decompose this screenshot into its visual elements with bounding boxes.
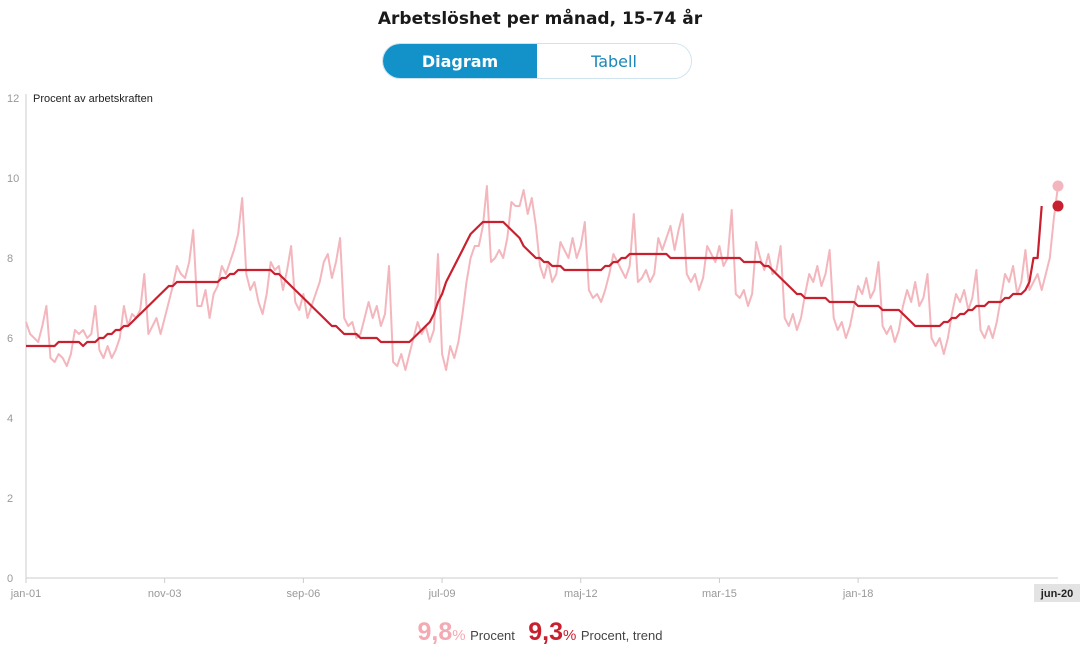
x-tick-label: jul-09 (428, 588, 456, 600)
y-tick-label: 6 (7, 333, 13, 345)
series-line-procent (25, 185, 1059, 371)
y-tick-label: 2 (7, 493, 13, 505)
tab-tabell[interactable]: Tabell (537, 44, 691, 78)
x-tick-label: sep-06 (287, 588, 321, 600)
x-tick-label: maj-12 (564, 588, 598, 600)
series-line-trend (26, 205, 1043, 348)
view-toggle: Diagram Tabell (382, 43, 692, 79)
legend-trend-label: Procent, trend (580, 628, 663, 643)
x-tick-label: jan-01 (10, 588, 42, 600)
legend-raw-value: 9,8 (417, 618, 453, 646)
y-tick-label: 4 (7, 413, 13, 425)
x-tick-label: jan-18 (842, 588, 874, 600)
last-point-procent (1052, 180, 1064, 192)
y-tick-label: 0 (7, 573, 13, 585)
chart-title: Arbetslöshet per månad, 15-74 år (377, 9, 703, 29)
legend-raw-unit: % (452, 627, 466, 644)
legend: 9,8% Procent 9,3% Procent, trend (0, 618, 1080, 647)
tab-diagram[interactable]: Diagram (383, 44, 537, 78)
y-tick-label: 10 (7, 173, 19, 185)
x-tick-label: nov-03 (148, 588, 182, 600)
y-axis-label: Procent av arbetskraften (33, 93, 153, 105)
x-last-label: jun-20 (1040, 588, 1073, 600)
last-label-background (1034, 584, 1080, 602)
y-tick-label: 8 (7, 253, 13, 265)
y-tick-label: 12 (7, 93, 19, 105)
legend-trend-unit: % (563, 627, 577, 644)
legend-trend-value: 9,3 (528, 618, 564, 646)
x-tick-label: mar-15 (702, 588, 737, 600)
line-chart: 0 2 4 6 8 10 12 jan-01 nov-03 sep-06 jul-09 maj-12… (7, 93, 1080, 602)
last-point-trend (1052, 200, 1064, 212)
legend-raw-label: Procent (470, 628, 515, 643)
